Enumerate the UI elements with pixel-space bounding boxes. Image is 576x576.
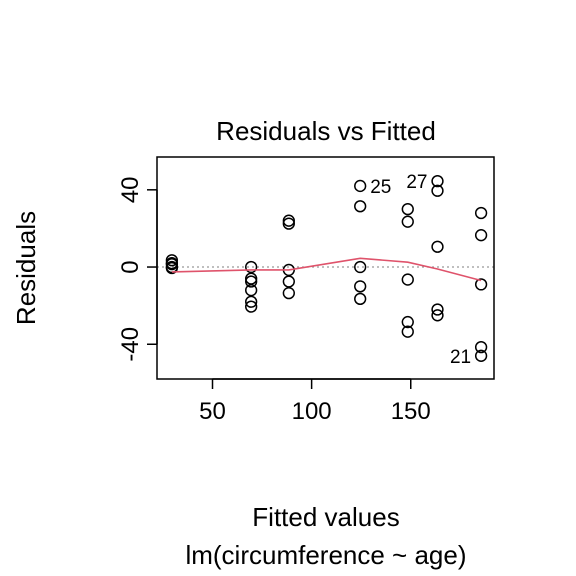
x-tick-label-1: 100: [292, 398, 332, 425]
data-point-19: [354, 280, 367, 293]
data-point-21: [401, 202, 414, 216]
data-point-33: [474, 278, 488, 291]
data-point-35: [474, 349, 488, 362]
data-point-4: [165, 261, 179, 275]
data-point-18: [354, 260, 367, 274]
x-tick-label-2: 150: [391, 398, 431, 425]
data-point-16: [354, 179, 367, 193]
data-point-23: [401, 273, 414, 286]
x-tick-label-0: 50: [199, 398, 226, 425]
data-point-17: [354, 200, 367, 213]
x-axis-label: Fitted values: [252, 502, 399, 532]
data-point-15: [282, 286, 295, 300]
data-point-27: [431, 184, 444, 197]
chart-subtitle: lm(circumference ~ age): [185, 540, 466, 570]
data-point-7: [245, 275, 258, 288]
data-point-10: [245, 300, 258, 313]
chart-title: Residuals vs Fitted: [216, 116, 436, 146]
point-label-25: 25: [370, 177, 391, 198]
data-point-30: [431, 309, 444, 322]
data-point-24: [401, 315, 414, 329]
y-axis-label: Residuals: [11, 211, 41, 325]
data-point-34: [474, 340, 488, 354]
y-tick-label-1: 0: [117, 260, 144, 273]
data-point-5: [245, 260, 258, 274]
data-point-29: [431, 303, 444, 316]
data-point-12: [282, 217, 295, 230]
data-point-28: [431, 240, 444, 253]
data-point-31: [474, 206, 488, 220]
data-point-25: [401, 325, 414, 338]
data-point-14: [282, 275, 295, 288]
y-tick-label-0: -40: [117, 327, 144, 362]
data-point-9: [245, 295, 258, 308]
data-point-32: [474, 229, 488, 242]
plot-area: 25 27 21 50 100 150 -40 0 40: [117, 156, 495, 425]
smooth-line: [171, 257, 482, 282]
data-point-22: [401, 215, 414, 228]
data-point-8: [245, 284, 258, 297]
point-label-21: 21: [450, 347, 471, 368]
data-point-26: [431, 174, 444, 188]
point-label-27: 27: [406, 172, 427, 193]
data-point-20: [354, 292, 367, 306]
y-tick-label-2: 40: [117, 176, 144, 203]
